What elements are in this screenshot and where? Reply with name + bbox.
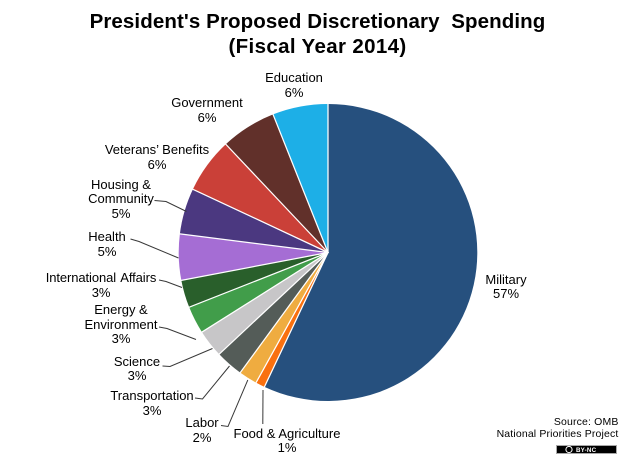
- svg-text:BY-NC: BY-NC: [576, 447, 597, 454]
